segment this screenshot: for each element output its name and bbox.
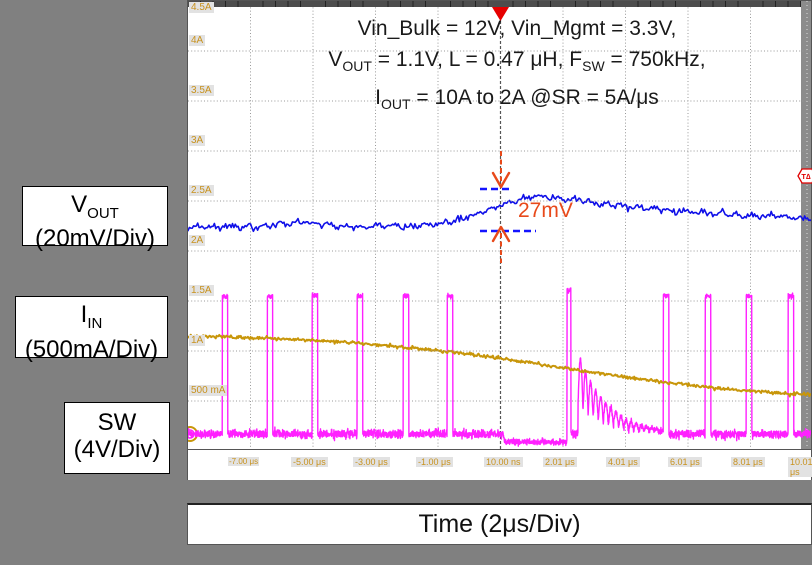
svg-text:T∆: T∆ [801, 172, 811, 181]
